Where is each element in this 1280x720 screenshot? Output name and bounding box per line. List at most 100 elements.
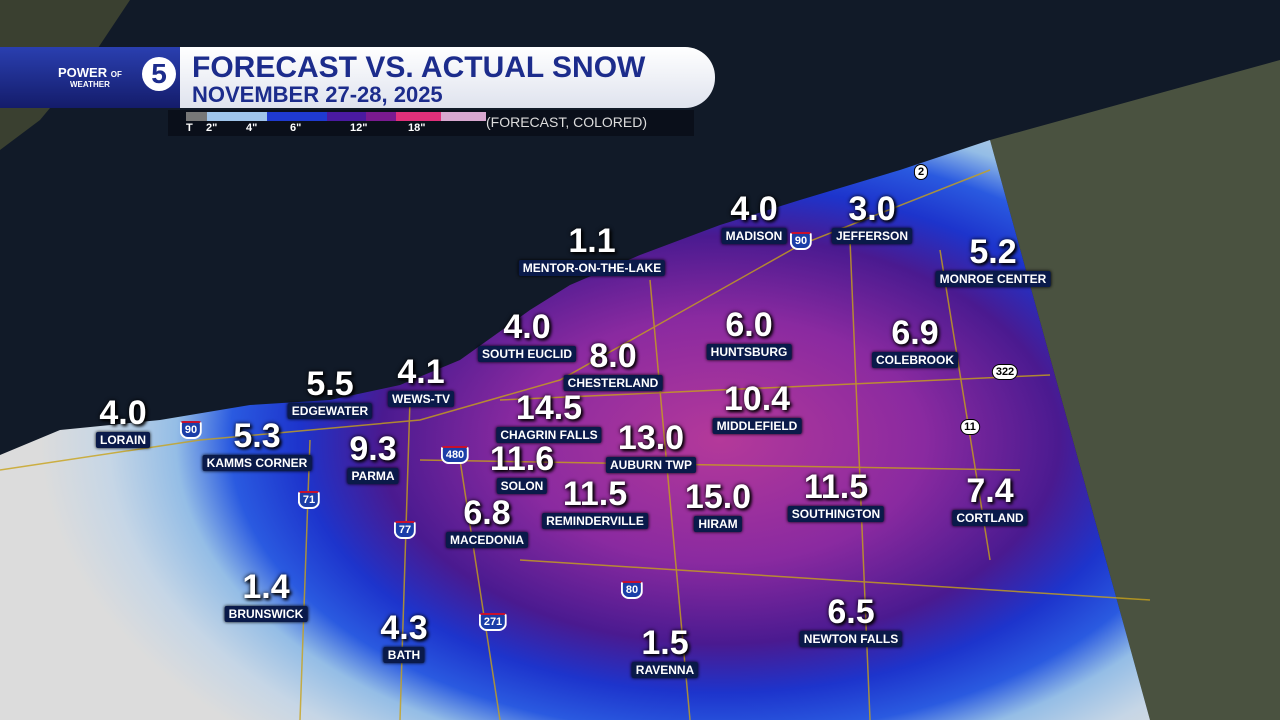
location-name: PARMA (347, 466, 399, 485)
location-name-text: EDGEWATER (287, 403, 373, 419)
location-name-text: HIRAM (694, 516, 742, 532)
legend-label: T (186, 122, 193, 134)
snow-total: 1.4 (242, 568, 290, 606)
location: 5.5 EDGEWATER (287, 367, 373, 420)
snow-total: 7.4 (966, 472, 1014, 510)
location-name: COLEBROOK (872, 350, 958, 369)
location-name-text: CHESTERLAND (563, 375, 663, 391)
location: 13.0 AUBURN TWP (606, 421, 696, 474)
location: 4.0 MADISON (721, 190, 787, 245)
location: 1.1 MENTOR-ON-THE-LAKE (518, 222, 666, 277)
location-name-text: CORTLAND (952, 510, 1028, 526)
highway-shield: 71 (297, 491, 321, 509)
legend-label: 4" (246, 122, 258, 134)
location: 6.5 NEWTON FALLS (799, 593, 903, 648)
snow-total: 5.2 (969, 233, 1017, 271)
location-name-text: WEWS-TV (388, 391, 454, 407)
location-name-text: NEWTON FALLS (799, 631, 903, 647)
highway-shield: 77 (393, 521, 417, 539)
location-name: JEFFERSON (831, 226, 913, 245)
logo-number: 5 (142, 57, 176, 91)
location-name-text: BRUNSWICK (224, 606, 308, 622)
highway-shield: 480 (440, 446, 470, 464)
location-name: MENTOR-ON-THE-LAKE (518, 258, 666, 277)
pennsylvania (990, 60, 1280, 720)
location-name: AUBURN TWP (606, 455, 696, 474)
location-name: MONROE CENTER (935, 269, 1051, 288)
location-name: BATH (380, 645, 427, 664)
logo-text: WEATHER (70, 80, 110, 89)
location-name: NEWTON FALLS (799, 629, 903, 648)
location-name-text: SOUTH EUCLID (478, 346, 576, 362)
highway-shield: 90 (789, 232, 813, 250)
location-name-text: SOUTHINGTON (787, 506, 885, 522)
location-name-text: MIDDLEFIELD (712, 418, 802, 434)
location-name: KAMMS CORNER (202, 453, 312, 472)
location-name-text: KAMMS CORNER (202, 455, 312, 471)
location-name: REMINDERVILLE (542, 511, 648, 530)
location: 1.4 BRUNSWICK (224, 568, 308, 623)
location: 9.3 PARMA (347, 432, 399, 485)
highway-shield: 322 (991, 364, 1019, 380)
snow-total: 6.8 (463, 494, 511, 532)
snow-total: 4.0 (99, 394, 147, 432)
highway-shield: 90 (179, 421, 203, 439)
location: 10.4 MIDDLEFIELD (712, 380, 802, 435)
highway-shield: 80 (620, 581, 644, 599)
location-name-text: BATH (383, 647, 425, 663)
snow-total: 4.1 (397, 353, 445, 391)
location-name: MACEDONIA (446, 530, 528, 549)
location: 7.4 CORTLAND (952, 472, 1028, 527)
title: FORECAST VS. ACTUAL SNOW (192, 51, 646, 84)
location-name: HUNTSBURG (706, 342, 792, 361)
location-name-text: MONROE CENTER (935, 271, 1051, 287)
highway-shield: 2 (913, 164, 929, 180)
location-name-text: HUNTSBURG (706, 344, 792, 360)
snow-total: 11.5 (803, 468, 869, 506)
location: 8.0 CHESTERLAND (563, 337, 663, 392)
logo: POWER OF WEATHER 5 (0, 47, 180, 108)
snow-total: 11.6 (489, 440, 555, 478)
location: 5.2 MONROE CENTER (935, 233, 1051, 288)
snow-total: 8.0 (589, 337, 637, 375)
location: 11.5 REMINDERVILLE (542, 477, 648, 530)
logo-text: OF (110, 70, 122, 79)
subtitle: NOVEMBER 27-28, 2025 (192, 82, 443, 107)
location: 14.5 CHAGRIN FALLS (496, 389, 602, 444)
snow-total: 6.5 (827, 593, 875, 631)
location-name-text: COLEBROOK (872, 352, 958, 368)
location-name: BRUNSWICK (224, 604, 308, 623)
location-name: MADISON (721, 226, 787, 245)
location: 6.8 MACEDONIA (446, 496, 528, 549)
location-name: RAVENNA (631, 660, 699, 679)
location-name-text: SOLON (496, 478, 548, 494)
header: FORECAST VS. ACTUAL SNOW NOVEMBER 27-28,… (180, 47, 715, 108)
snow-total: 4.0 (730, 190, 778, 228)
roads (0, 169, 1151, 720)
snow-total: 5.3 (233, 417, 281, 455)
location-name: SOLON (490, 476, 554, 495)
location-name-text: AUBURN TWP (606, 457, 696, 473)
location-name: HIRAM (685, 514, 751, 533)
location: 11.5 SOUTHINGTON (787, 468, 885, 523)
location-name: WEWS-TV (388, 389, 454, 408)
legend-label: 6" (290, 122, 302, 134)
location-name: MIDDLEFIELD (712, 416, 802, 435)
location: 6.9 COLEBROOK (872, 316, 958, 369)
location: 6.0 HUNTSBURG (706, 308, 792, 361)
snow-total: 14.5 (515, 389, 583, 427)
snow-total: 4.3 (380, 609, 428, 647)
highway-shield: 271 (478, 613, 508, 631)
location-name-text: CHAGRIN FALLS (496, 427, 602, 443)
snow-total: 10.4 (723, 380, 791, 418)
location-name: CORTLAND (952, 508, 1028, 527)
location: 4.1 WEWS-TV (388, 355, 454, 408)
legend-label: 18" (408, 122, 426, 134)
snow-total: 4.0 (503, 308, 551, 346)
location-name-text: LORAIN (96, 432, 150, 448)
snow-total: 1.1 (568, 222, 616, 260)
location-name-text: MENTOR-ON-THE-LAKE (518, 260, 666, 276)
location-name-text: MACEDONIA (446, 532, 528, 548)
location-name: SOUTHINGTON (787, 504, 885, 523)
location-name-text: REMINDERVILLE (542, 513, 648, 529)
